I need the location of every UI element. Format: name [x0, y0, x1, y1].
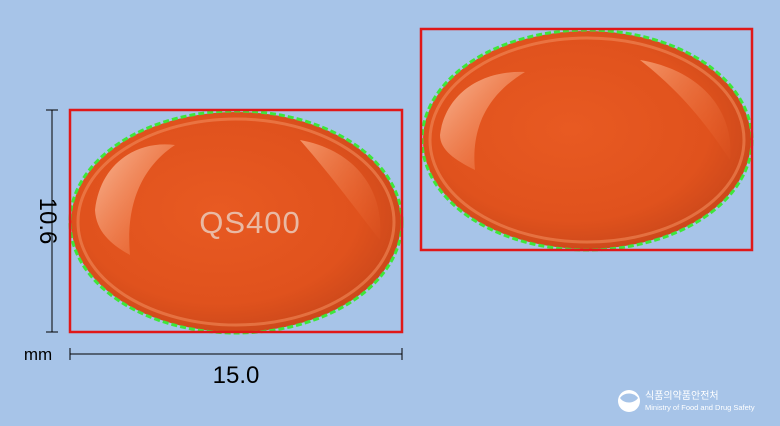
pill-back-highlight-right: [640, 60, 731, 160]
width-dimension: 15.0: [69, 348, 403, 389]
pill-front-imprint: QS400: [199, 205, 301, 240]
mfds-logo-name-en: Ministry of Food and Drug Safety: [645, 403, 755, 412]
pill-back-bounding-box: [419, 27, 754, 252]
pill-front: QS400: [68, 108, 404, 335]
pill-back: [419, 27, 754, 252]
height-dimension-label: 10.6: [34, 198, 61, 245]
pill-front-rim: [76, 117, 396, 327]
mfds-logo-emblem-swirl: [620, 393, 638, 403]
pill-back-rim: [428, 36, 746, 244]
pill-front-body: [71, 112, 401, 332]
unit-label: mm: [24, 345, 52, 364]
mfds-logo: 식품의약품안전처 Ministry of Food and Drug Safet…: [618, 390, 755, 412]
mfds-logo-name-ko: 식품의약품안전처: [645, 390, 719, 402]
width-dimension-label: 15.0: [213, 362, 260, 389]
pill-back-highlight-left: [440, 71, 525, 170]
height-dimension: 10.6: [34, 109, 61, 333]
pill-front-bounding-box: [68, 108, 404, 334]
pill-front-highlight-right: [300, 140, 381, 240]
pill-front-highlight-left: [95, 144, 175, 255]
